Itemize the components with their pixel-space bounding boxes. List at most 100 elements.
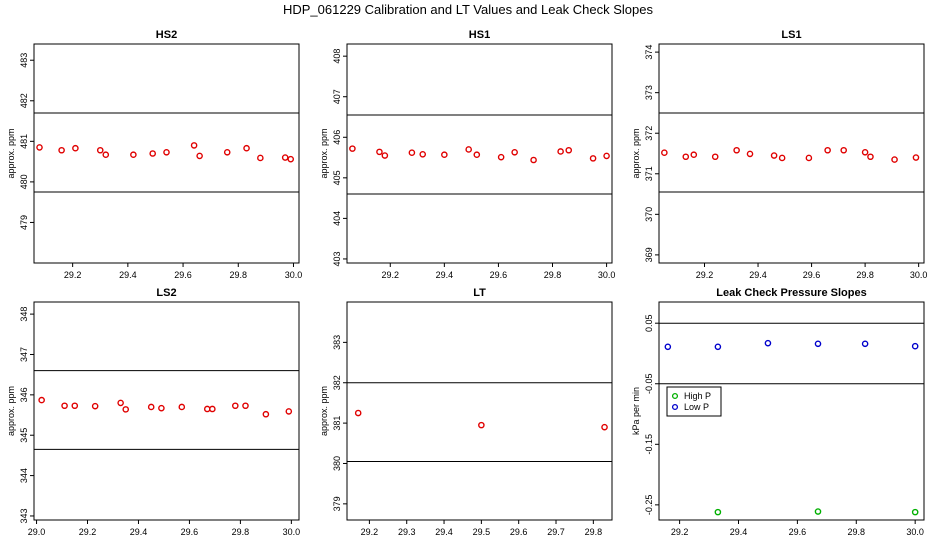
data-point [891,156,898,163]
data-point [130,151,137,159]
data-point [243,144,250,152]
data-point [96,146,104,154]
x-tick-label: 29.8 [585,527,603,537]
panel-1: HS2 approx. ppm 29.2 29.4 29.6 29.8 30.0 479 480… [6,29,302,280]
data-point [36,144,43,151]
data-point [664,343,672,351]
panel-title: HS1 [469,29,490,41]
data-point [589,155,597,162]
data-point [805,154,813,162]
data-point [497,153,505,161]
data-point [746,150,754,158]
data-point [163,148,170,156]
data-point [690,151,698,159]
x-tick-label: 29.2 [381,270,399,280]
y-tick-label: 405 [332,170,342,185]
y-tick-label: 406 [332,130,342,145]
data-point [603,152,610,160]
y-tick-label: 480 [19,174,29,189]
data-point [196,152,203,160]
x-tick-label: 29.4 [730,527,748,537]
y-tick-label: 371 [644,166,654,181]
x-tick-label: 30.0 [910,270,928,280]
x-tick-label: 29.6 [490,270,508,280]
panel-4: LS2 approx. ppm 29.0 29.2 29.4 29.6 29.8 30.0 34… [6,287,300,537]
y-tick-label: 483 [19,53,29,68]
data-point [147,403,155,411]
x-tick-label: 29.8 [856,270,874,280]
data-point [511,148,518,156]
y-tick-label: 481 [19,134,29,149]
data-point [764,339,772,347]
y-tick-label: 370 [644,207,654,222]
data-point [257,154,264,162]
data-point [419,151,427,158]
y-tick-label: 369 [644,247,654,262]
data-point [149,150,156,157]
x-tick-label: 29.4 [435,527,453,537]
data-point [231,402,239,410]
x-tick-label: 29.3 [398,527,416,537]
x-tick-label: 29.4 [119,270,137,280]
data-point [242,402,249,410]
data-point [814,508,822,515]
data-point [38,396,45,404]
data-point [661,149,668,156]
panel-title: LS2 [156,287,176,299]
y-tick-label: 347 [19,347,29,362]
y-axis-label: approx. ppm [631,128,641,178]
x-tick-label: 29.2 [64,270,82,280]
y-axis-label: approx. ppm [6,128,16,178]
data-point [714,343,722,351]
panel-title: Leak Check Pressure Slopes [716,287,866,299]
x-tick-label: 29.7 [547,527,565,537]
x-tick-label: 29.8 [848,527,866,537]
x-tick-label: 29.6 [174,270,192,280]
data-point [408,149,416,156]
y-axis-label: approx. ppm [319,128,329,178]
y-tick-label: 404 [332,211,342,226]
x-tick-label: 30.0 [598,270,616,280]
y-tick-label: 408 [332,49,342,64]
data-point [223,148,231,156]
y-tick-label: 373 [644,85,654,100]
x-tick-label: 29.5 [473,527,491,537]
data-point [840,146,847,154]
x-tick-label: 30.0 [283,527,301,537]
data-point [72,144,79,152]
data-point [102,151,110,159]
y-tick-label: -0.15 [644,434,654,455]
data-point [287,155,295,163]
y-tick-label: 345 [19,428,29,443]
data-point [867,153,874,161]
legend-label: Low P [684,402,709,412]
y-tick-label: 372 [644,126,654,141]
x-tick-label: 29.2 [696,270,714,280]
y-tick-label: 383 [332,335,342,350]
y-tick-label: 346 [19,387,29,402]
y-tick-label: 403 [332,251,342,266]
data-point [381,152,389,159]
plot-frame [346,301,613,521]
y-tick-label: 348 [19,307,29,322]
plot-frame [658,301,925,521]
data-point [262,410,270,418]
panel-3: LS1 approx. ppm 29.2 29.4 29.6 29.8 30.0 369 370… [631,29,927,280]
data-point [912,154,920,161]
data-point [376,148,383,156]
data-point [91,402,99,410]
x-tick-label: 29.4 [749,270,767,280]
data-point [465,146,472,153]
data-point [565,146,573,154]
y-tick-label: 407 [332,89,342,104]
x-tick-label: 29.8 [232,527,250,537]
data-point [58,146,65,154]
y-tick-label: 381 [332,416,342,431]
data-point [824,146,831,154]
data-point [473,151,481,159]
data-point [209,405,216,413]
y-tick-label: -0.05 [644,373,654,394]
y-tick-label: 344 [19,468,29,483]
legend-marker [671,403,679,411]
